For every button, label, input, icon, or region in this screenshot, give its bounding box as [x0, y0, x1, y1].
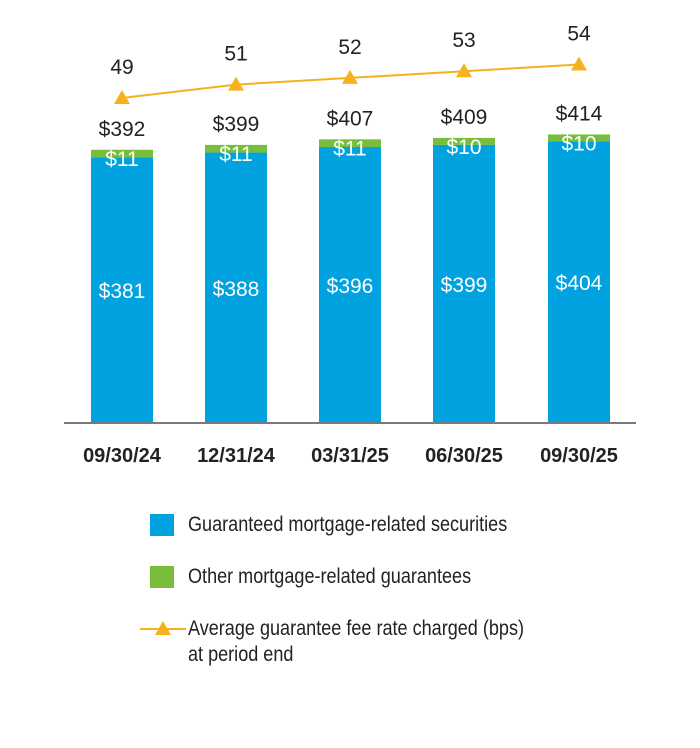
- fee-rate-label-4: 54: [567, 23, 591, 46]
- bar-securities-3: [433, 144, 495, 423]
- value-label-securities-3: $399: [441, 274, 488, 297]
- value-label-securities-0: $381: [99, 280, 146, 303]
- legend-label-fee-rate-line2: at period end: [188, 643, 294, 666]
- fee-rate-marker-3: [456, 63, 472, 78]
- total-label-3: $409: [441, 106, 488, 129]
- fee-rate-marker-4: [571, 56, 587, 71]
- value-label-other-guarantees-0: $11: [105, 148, 138, 171]
- bar-other-guarantees-1: [205, 144, 267, 153]
- value-label-securities-4: $404: [556, 272, 603, 295]
- value-label-other-guarantees-3: $10: [446, 136, 481, 159]
- value-label-securities-2: $396: [327, 275, 374, 298]
- value-label-other-guarantees-4: $10: [561, 132, 596, 155]
- legend: Guaranteed mortgage-related securities O…: [140, 508, 660, 666]
- x-tick-label-3: 06/30/25: [425, 445, 503, 467]
- bar-securities-4: [548, 141, 610, 424]
- bars-layer: [91, 134, 610, 424]
- legend-label-other-guarantees: Other mortgage-related guarantees: [188, 565, 472, 588]
- legend-item-other-guarantees: Other mortgage-related guarantees: [140, 560, 660, 612]
- x-tick-label-1: 12/31/24: [197, 445, 276, 467]
- x-tick-label-2: 03/31/25: [311, 445, 389, 467]
- legend-swatch-securities: [150, 514, 174, 536]
- chart: $381 $11 $392 09/30/24 $388 $11 $399 12/31/24 $3…: [64, 23, 636, 468]
- total-label-2: $407: [327, 107, 374, 130]
- fee-rate-marker-2: [342, 69, 358, 84]
- bar-other-guarantees-2: [319, 139, 381, 147]
- triangle-line-icon: [140, 621, 186, 635]
- bar-securities-1: [205, 152, 267, 423]
- bar-securities-0: [91, 157, 153, 423]
- fee-rate-marker-1: [228, 76, 244, 91]
- fee-rate-label-2: 52: [338, 36, 361, 59]
- fee-rate-label-3: 53: [452, 29, 475, 52]
- legend-label-fee-rate: Average guarantee fee rate charged (bps)…: [188, 616, 524, 668]
- bar-other-guarantees-0: [91, 149, 153, 158]
- bar-other-guarantees-4: [548, 134, 610, 142]
- value-label-other-guarantees-1: $11: [219, 143, 252, 166]
- fee-rate-line-layer: [114, 56, 587, 104]
- legend-label-securities: Guaranteed mortgage-related securities: [188, 513, 508, 536]
- legend-swatch-other-guarantees: [150, 566, 174, 588]
- fee-rate-marker-0: [114, 90, 130, 104]
- bar-other-guarantees-3: [433, 137, 495, 145]
- bar-securities-2: [319, 146, 381, 423]
- fee-rate-label-0: 49: [110, 56, 133, 79]
- legend-item-securities: Guaranteed mortgage-related securities: [140, 508, 660, 560]
- value-label-other-guarantees-2: $11: [333, 137, 366, 160]
- total-label-0: $392: [99, 118, 146, 141]
- total-label-1: $399: [213, 113, 260, 136]
- value-label-securities-1: $388: [213, 278, 260, 301]
- x-tick-label-4: 09/30/25: [540, 445, 618, 467]
- labels-layer: $381 $11 $392 09/30/24 $388 $11 $399 12/31/24 $3…: [83, 23, 618, 468]
- fee-rate-label-1: 51: [224, 43, 247, 66]
- x-tick-label-0: 09/30/24: [83, 445, 162, 467]
- total-label-4: $414: [556, 102, 603, 125]
- legend-item-fee-rate: Average guarantee fee rate charged (bps)…: [140, 612, 660, 666]
- legend-label-fee-rate-line1: Average guarantee fee rate charged (bps): [188, 617, 525, 640]
